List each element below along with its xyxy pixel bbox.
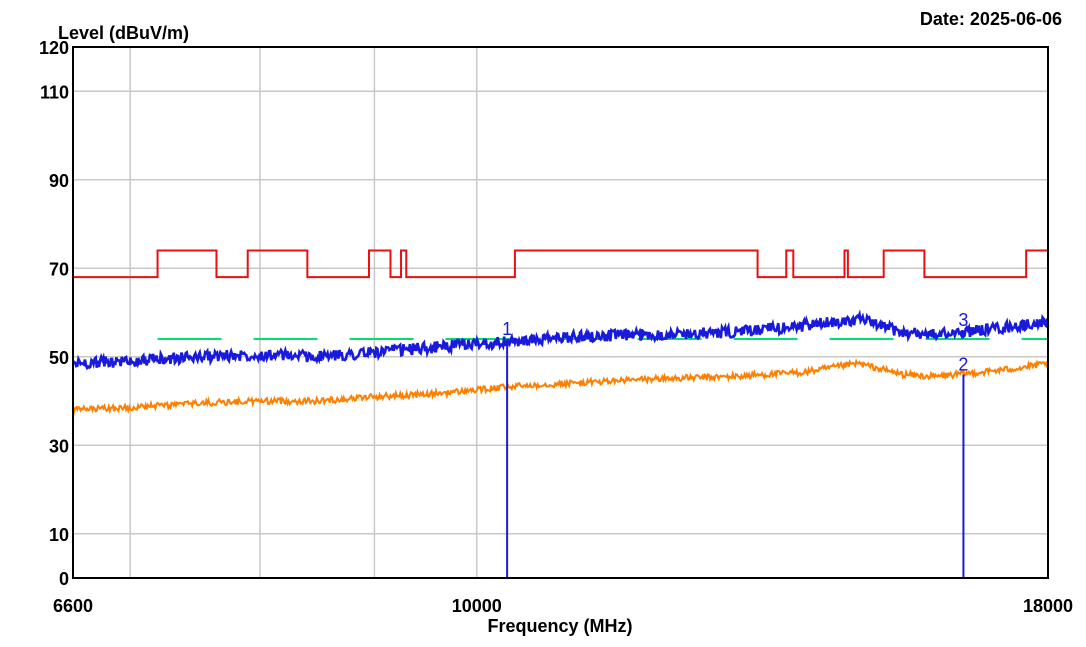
- markers-group: 1 2 3: [502, 310, 968, 578]
- y-axis-label: Level (dBuV/m): [58, 23, 189, 43]
- y-tick-label: 10: [49, 525, 69, 545]
- x-tick-label: 6600: [53, 596, 93, 616]
- grid: [72, 46, 1049, 579]
- marker-label-2: 2: [958, 354, 968, 374]
- series-group: [71, 249, 1050, 416]
- x-tick-label: 18000: [1023, 596, 1073, 616]
- y-tick-label: 0: [59, 569, 69, 589]
- marker-label-1: 1: [502, 319, 512, 339]
- series-line-3: [71, 309, 1050, 371]
- date-label: Date: 2025-06-06: [920, 9, 1062, 29]
- x-tick-label: 10000: [452, 596, 502, 616]
- series-line-1: [73, 249, 1048, 279]
- marker-label-3: 3: [958, 310, 968, 330]
- y-tick-label: 70: [49, 259, 69, 279]
- axes: 0 10 30 50 70 90 110 120 6600 10000 18000: [39, 38, 1073, 616]
- plot-frame: [72, 46, 1049, 579]
- y-tick-label: 30: [49, 436, 69, 456]
- series-line-4: [72, 358, 1049, 416]
- x-axis-label: Frequency (MHz): [487, 616, 632, 636]
- y-tick-label: 110: [40, 82, 69, 102]
- y-tick-label: 120: [39, 38, 69, 58]
- y-tick-label: 50: [49, 348, 69, 368]
- y-tick-label: 90: [49, 171, 69, 191]
